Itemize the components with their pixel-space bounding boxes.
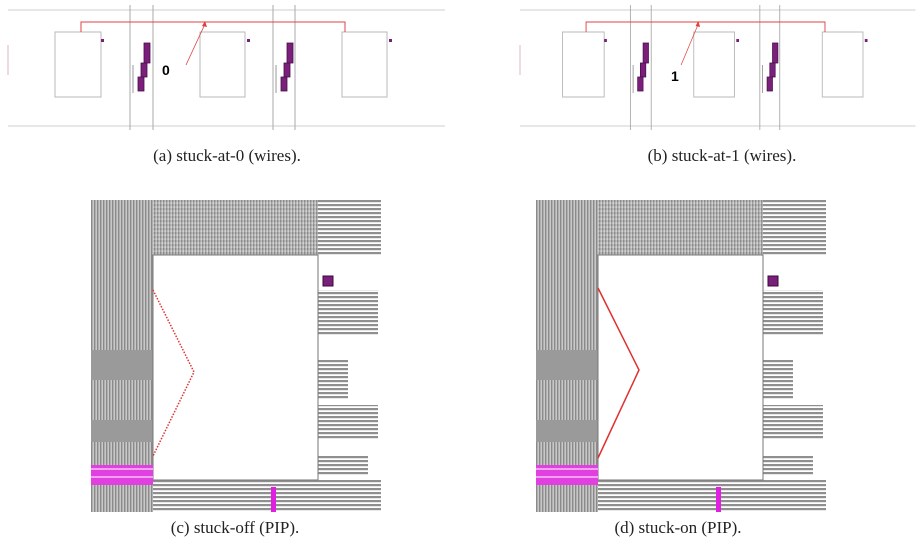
pip-diagram bbox=[91, 200, 381, 512]
panel-c: (c) stuck-off (PIP). bbox=[91, 200, 381, 537]
caption: (d) stuck-on (PIP). bbox=[614, 518, 741, 537]
wire-diagram bbox=[8, 5, 445, 130]
pip-diagram bbox=[536, 200, 826, 512]
caption: (c) stuck-off (PIP). bbox=[171, 518, 300, 537]
fault-marker: 1 bbox=[671, 68, 679, 84]
panel-d: (d) stuck-on (PIP). bbox=[536, 200, 826, 537]
caption: (a) stuck-at-0 (wires). bbox=[153, 146, 301, 165]
caption: (b) stuck-at-1 (wires). bbox=[648, 146, 797, 165]
wire-diagram bbox=[520, 5, 915, 130]
page: 0 (a) stuck-at-0 (wires). 1 (b) stuck-at… bbox=[0, 0, 922, 550]
figure: 0 (a) stuck-at-0 (wires). 1 (b) stuck-at… bbox=[0, 0, 922, 550]
fault-marker: 0 bbox=[162, 62, 170, 78]
panel-a: 0 (a) stuck-at-0 (wires). bbox=[8, 5, 445, 165]
panel-b: 1 (b) stuck-at-1 (wires). bbox=[520, 5, 915, 165]
